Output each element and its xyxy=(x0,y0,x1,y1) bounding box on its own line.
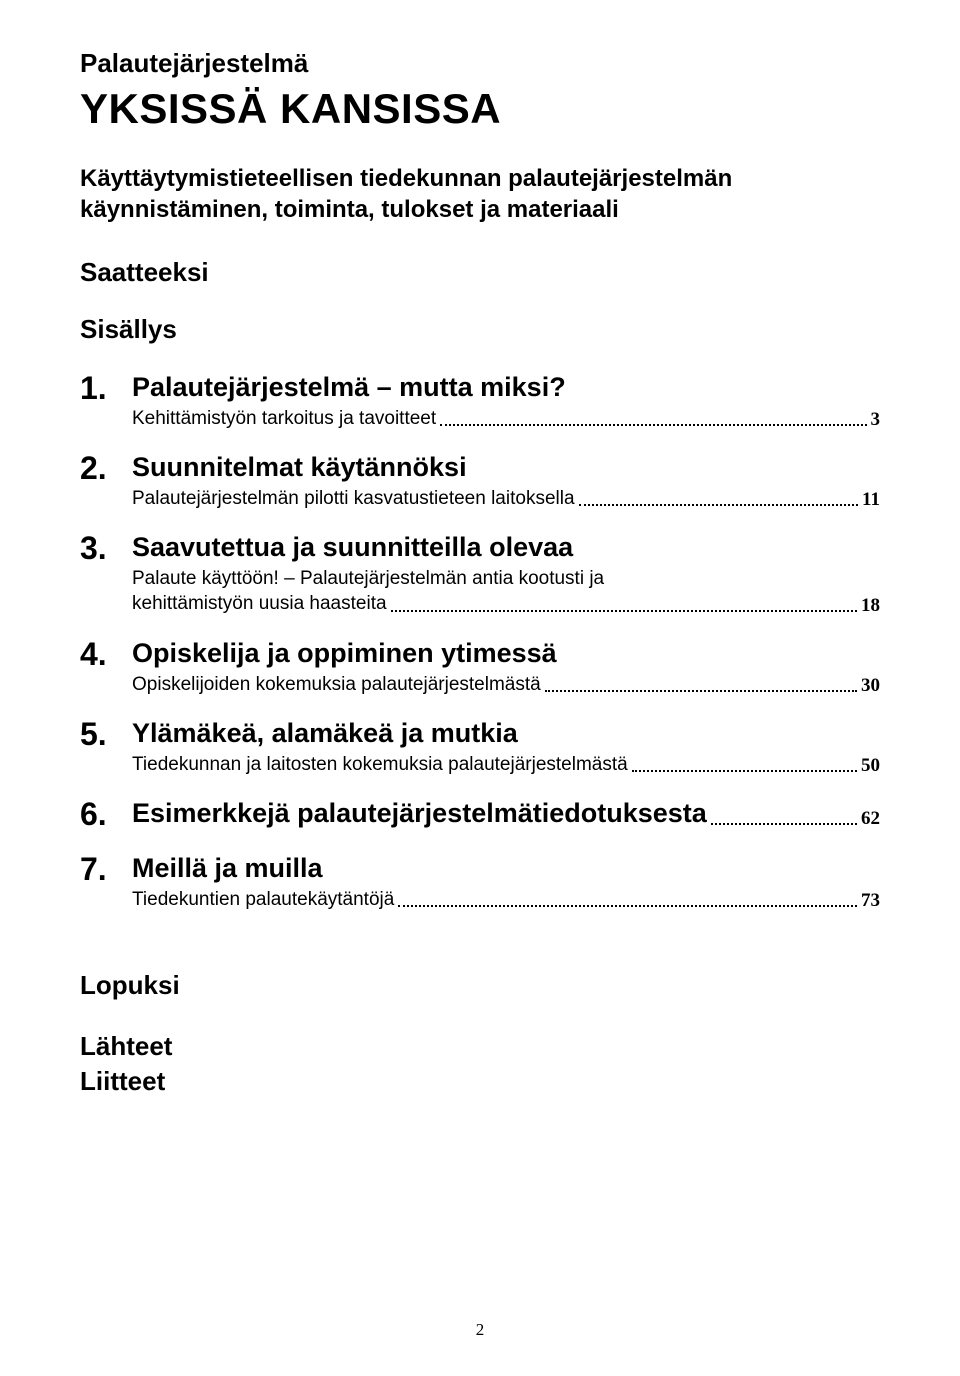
toc: 1. Palautejärjestelmä – mutta miksi? Keh… xyxy=(80,371,880,912)
liitteet-label: Liitteet xyxy=(80,1066,880,1097)
toc-desc: Palautejärjestelmän pilotti kasvatustiet… xyxy=(132,486,575,512)
toc-heading: Palautejärjestelmä – mutta miksi? xyxy=(132,371,880,403)
toc-heading: Esimerkkejä palautejärjestelmätiedotukse… xyxy=(132,797,707,829)
saatteeksi-label: Saatteeksi xyxy=(80,257,880,288)
toc-heading: Meillä ja muilla xyxy=(132,852,880,884)
toc-desc-row: Palautejärjestelmän pilotti kasvatustiet… xyxy=(132,486,880,512)
toc-desc-line2: kehittämistyön uusia haasteita xyxy=(132,591,387,617)
toc-item-2: 2. Suunnitelmat käytännöksi Palautejärje… xyxy=(80,451,880,511)
lopuksi-label: Lopuksi xyxy=(80,970,880,1001)
toc-body: Saavutettua ja suunnitteilla olevaa Pala… xyxy=(132,531,880,617)
toc-desc: Tiedekuntien palautekäytäntöjä xyxy=(132,887,394,913)
toc-item-6: 6. Esimerkkejä palautejärjestelmätiedotu… xyxy=(80,797,880,832)
toc-heading-row: Esimerkkejä palautejärjestelmätiedotukse… xyxy=(132,797,880,829)
toc-page: 18 xyxy=(861,595,880,617)
toc-heading: Opiskelija ja oppiminen ytimessä xyxy=(132,637,880,669)
toc-item-7: 7. Meillä ja muilla Tiedekuntien palaute… xyxy=(80,852,880,912)
toc-desc: Tiedekunnan ja laitosten kokemuksia pala… xyxy=(132,752,628,778)
toc-num: 7. xyxy=(80,852,132,887)
page-number: 2 xyxy=(0,1320,960,1340)
toc-desc-row: Tiedekunnan ja laitosten kokemuksia pala… xyxy=(132,752,880,778)
toc-desc-row: Opiskelijoiden kokemuksia palautejärjest… xyxy=(132,672,880,698)
toc-body: Opiskelija ja oppiminen ytimessä Opiskel… xyxy=(132,637,880,697)
toc-item-5: 5. Ylämäkeä, alamäkeä ja mutkia Tiedekun… xyxy=(80,717,880,777)
end-sections: Lopuksi Lähteet Liitteet xyxy=(80,970,880,1097)
toc-leader xyxy=(398,905,857,907)
toc-leader xyxy=(391,610,857,612)
toc-body: Suunnitelmat käytännöksi Palautejärjeste… xyxy=(132,451,880,511)
toc-num: 1. xyxy=(80,371,132,406)
toc-desc-row: kehittämistyön uusia haasteita 18 xyxy=(132,591,880,617)
toc-leader xyxy=(711,823,857,825)
main-title: YKSISSÄ KANSISSA xyxy=(80,85,880,133)
toc-item-3: 3. Saavutettua ja suunnitteilla olevaa P… xyxy=(80,531,880,617)
toc-num: 3. xyxy=(80,531,132,566)
toc-desc-row: Kehittämistyön tarkoitus ja tavoitteet 3 xyxy=(132,406,880,432)
toc-body: Palautejärjestelmä – mutta miksi? Kehitt… xyxy=(132,371,880,431)
sisallys-label: Sisällys xyxy=(80,314,880,345)
toc-page: 73 xyxy=(861,890,880,912)
toc-page: 50 xyxy=(861,755,880,777)
toc-num: 4. xyxy=(80,637,132,672)
toc-item-1: 1. Palautejärjestelmä – mutta miksi? Keh… xyxy=(80,371,880,431)
subtitle: Käyttäytymistieteellisen tiedekunnan pal… xyxy=(80,163,880,225)
toc-body: Ylämäkeä, alamäkeä ja mutkia Tiedekunnan… xyxy=(132,717,880,777)
toc-desc-row: Tiedekuntien palautekäytäntöjä 73 xyxy=(132,887,880,913)
toc-num: 6. xyxy=(80,797,132,832)
toc-body: Esimerkkejä palautejärjestelmätiedotukse… xyxy=(132,797,880,829)
toc-leader xyxy=(579,504,859,506)
toc-leader xyxy=(440,424,866,426)
toc-heading: Ylämäkeä, alamäkeä ja mutkia xyxy=(132,717,880,749)
subtitle-line2: käynnistäminen, toiminta, tulokset ja ma… xyxy=(80,196,619,223)
toc-num: 2. xyxy=(80,451,132,486)
toc-page: 62 xyxy=(861,808,880,830)
toc-page: 30 xyxy=(861,675,880,697)
subtitle-line1: Käyttäytymistieteellisen tiedekunnan pal… xyxy=(80,165,732,192)
pretitle: Palautejärjestelmä xyxy=(80,48,880,79)
toc-num: 5. xyxy=(80,717,132,752)
toc-desc-line1: Palaute käyttöön! – Palautejärjestelmän … xyxy=(132,566,880,592)
toc-heading: Saavutettua ja suunnitteilla olevaa xyxy=(132,531,880,563)
toc-body: Meillä ja muilla Tiedekuntien palautekäy… xyxy=(132,852,880,912)
toc-desc: Opiskelijoiden kokemuksia palautejärjest… xyxy=(132,672,541,698)
toc-leader xyxy=(632,770,857,772)
toc-leader xyxy=(545,690,857,692)
toc-heading: Suunnitelmat käytännöksi xyxy=(132,451,880,483)
toc-page: 11 xyxy=(862,489,880,511)
lahteet-label: Lähteet xyxy=(80,1031,880,1062)
toc-item-4: 4. Opiskelija ja oppiminen ytimessä Opis… xyxy=(80,637,880,697)
toc-desc: Kehittämistyön tarkoitus ja tavoitteet xyxy=(132,406,436,432)
toc-page: 3 xyxy=(871,409,881,431)
